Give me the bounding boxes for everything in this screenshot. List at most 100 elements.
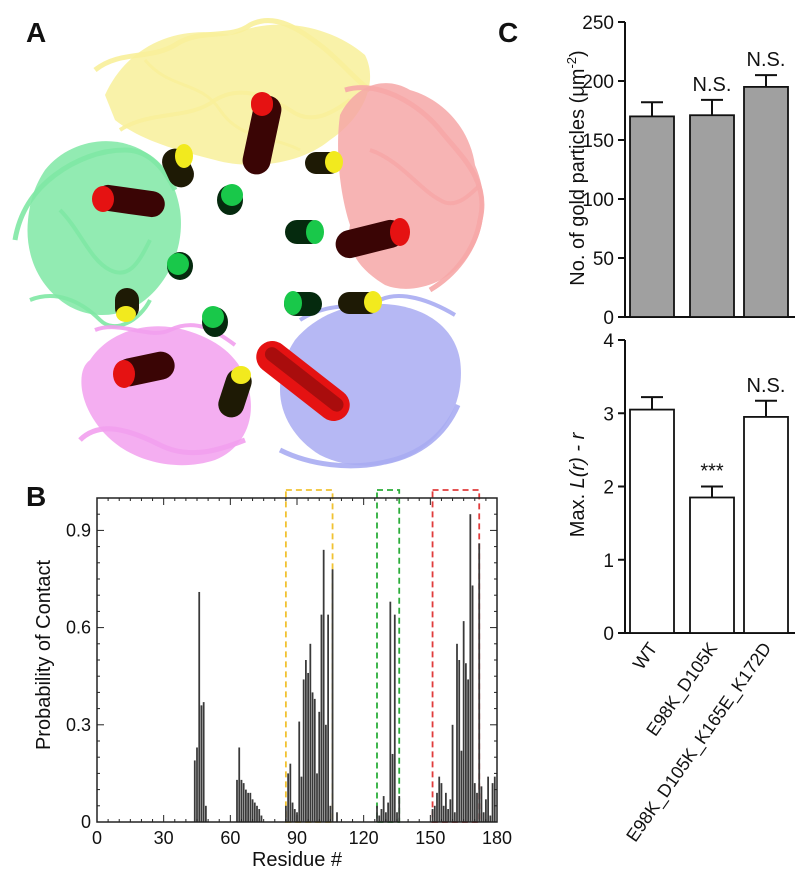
contact-bar <box>485 799 487 822</box>
contact-bar <box>449 799 452 822</box>
y-tick-label: 4 <box>603 331 614 352</box>
contact-bar <box>202 702 205 822</box>
panel-a-label: A <box>26 17 46 48</box>
contact-bar <box>336 812 338 822</box>
helix-red <box>242 92 282 175</box>
y-tick-label: 2 <box>603 478 614 499</box>
panel-c-label: C <box>498 17 518 48</box>
contact-bar <box>331 569 334 822</box>
helix-green <box>284 291 322 316</box>
contact-bar <box>287 773 289 822</box>
x-tick-label: 150 <box>415 828 445 848</box>
contact-bar <box>433 805 436 822</box>
y-tick-label: 150 <box>582 131 614 152</box>
helix-green <box>285 220 324 244</box>
contact-bar <box>285 805 287 822</box>
contact-bar <box>380 809 383 822</box>
x-tick-label: 60 <box>220 828 240 848</box>
contact-bar <box>436 792 438 822</box>
subunit-salmon <box>338 83 485 293</box>
x-tick-label: 180 <box>482 828 512 848</box>
x-tick-label: 120 <box>349 828 379 848</box>
helix-red <box>113 351 175 388</box>
contact-bar <box>471 585 474 822</box>
contact-bar <box>200 705 203 822</box>
contact-bar <box>456 643 458 822</box>
max-l-r-chart: Max. L(r) - r 0 1 2 3 4 *** N.S. <box>567 331 795 645</box>
contact-bar <box>393 614 396 822</box>
contact-probability-chart: 0 30 60 90 120 150 180 0 0.3 0.6 0.9 Residue # Pro… <box>33 489 512 871</box>
y-axis-label: No. of gold particles (μm-2) <box>564 50 589 285</box>
category-label: WT <box>629 639 661 673</box>
contact-bar <box>462 621 465 822</box>
helix-red <box>92 184 165 218</box>
y-axis-label-suffix: ) <box>567 50 589 57</box>
contact-bar <box>453 812 456 822</box>
y-axis-label-prefix: No. of gold particles ( <box>567 96 589 285</box>
y-tick-label: 1 <box>603 551 614 572</box>
contact-bar <box>236 779 238 822</box>
x-tick-label: 90 <box>287 828 307 848</box>
y-tick-label: 50 <box>593 249 614 270</box>
contact-bar <box>376 805 378 822</box>
bar <box>743 416 789 634</box>
contact-bar <box>318 711 321 822</box>
gold-particles-chart: No. of gold particles (μm-2) 0 50 100 150 20… <box>564 13 795 329</box>
contact-bar <box>307 672 309 822</box>
y-axis-label-unit: μm <box>567 69 589 97</box>
contact-bar <box>382 796 385 822</box>
contact-bar <box>242 783 245 822</box>
contact-bar <box>378 815 381 822</box>
contact-bar <box>238 747 241 822</box>
y-tick-label: 0.9 <box>66 520 91 540</box>
contact-bars <box>193 514 496 822</box>
contact-bar <box>491 783 494 822</box>
y-axis-label: Probability of Contact <box>33 560 55 751</box>
contact-bar <box>480 786 483 822</box>
contact-bar <box>309 643 312 822</box>
contact-bar <box>196 747 198 822</box>
contact-bar <box>298 721 301 822</box>
contact-bar <box>442 805 445 822</box>
contact-bar <box>313 698 316 822</box>
significance-label: N.S. <box>747 375 786 397</box>
contact-bar <box>387 802 389 822</box>
plot-frame <box>96 497 498 823</box>
y-tick-label: 0 <box>603 308 614 329</box>
contact-bar <box>198 591 201 822</box>
helix-green <box>202 306 228 337</box>
contact-bar <box>305 660 307 822</box>
contact-bar <box>469 514 472 822</box>
axes: 0 30 60 90 120 150 180 0 0.3 0.6 0.9 <box>66 497 512 848</box>
contact-bar <box>329 805 332 822</box>
contact-bar <box>447 809 449 822</box>
contact-bar <box>260 815 263 822</box>
bar <box>629 408 675 634</box>
contact-bar <box>316 773 318 822</box>
helix-red <box>335 218 410 259</box>
contact-bar <box>445 792 447 822</box>
contact-bar <box>478 543 481 822</box>
contact-bar <box>253 802 256 822</box>
panel-b-label: B <box>26 481 46 512</box>
helix-yellow <box>218 366 252 418</box>
contact-bar <box>489 815 492 822</box>
helix-yellow <box>338 291 382 314</box>
contact-bar <box>493 776 496 822</box>
bar <box>743 86 789 318</box>
contact-bar <box>438 776 441 822</box>
panel-b: B 0 30 60 90 120 150 180 0 0.3 0.6 0.9 Residue # P… <box>26 481 512 871</box>
contact-bar <box>391 753 394 822</box>
contact-bar <box>193 760 196 822</box>
y-axis-label-exponent: -2 <box>564 57 579 69</box>
contact-bar <box>251 799 254 822</box>
contact-bar <box>460 750 463 822</box>
contact-bar <box>385 812 387 822</box>
y-axis-label-prefix: Max. <box>567 488 589 537</box>
x-tick-label: 30 <box>154 828 174 848</box>
contact-bar <box>467 679 469 822</box>
y-axis-label-italic: L(r) - r <box>567 431 589 488</box>
contact-bar <box>300 776 303 822</box>
